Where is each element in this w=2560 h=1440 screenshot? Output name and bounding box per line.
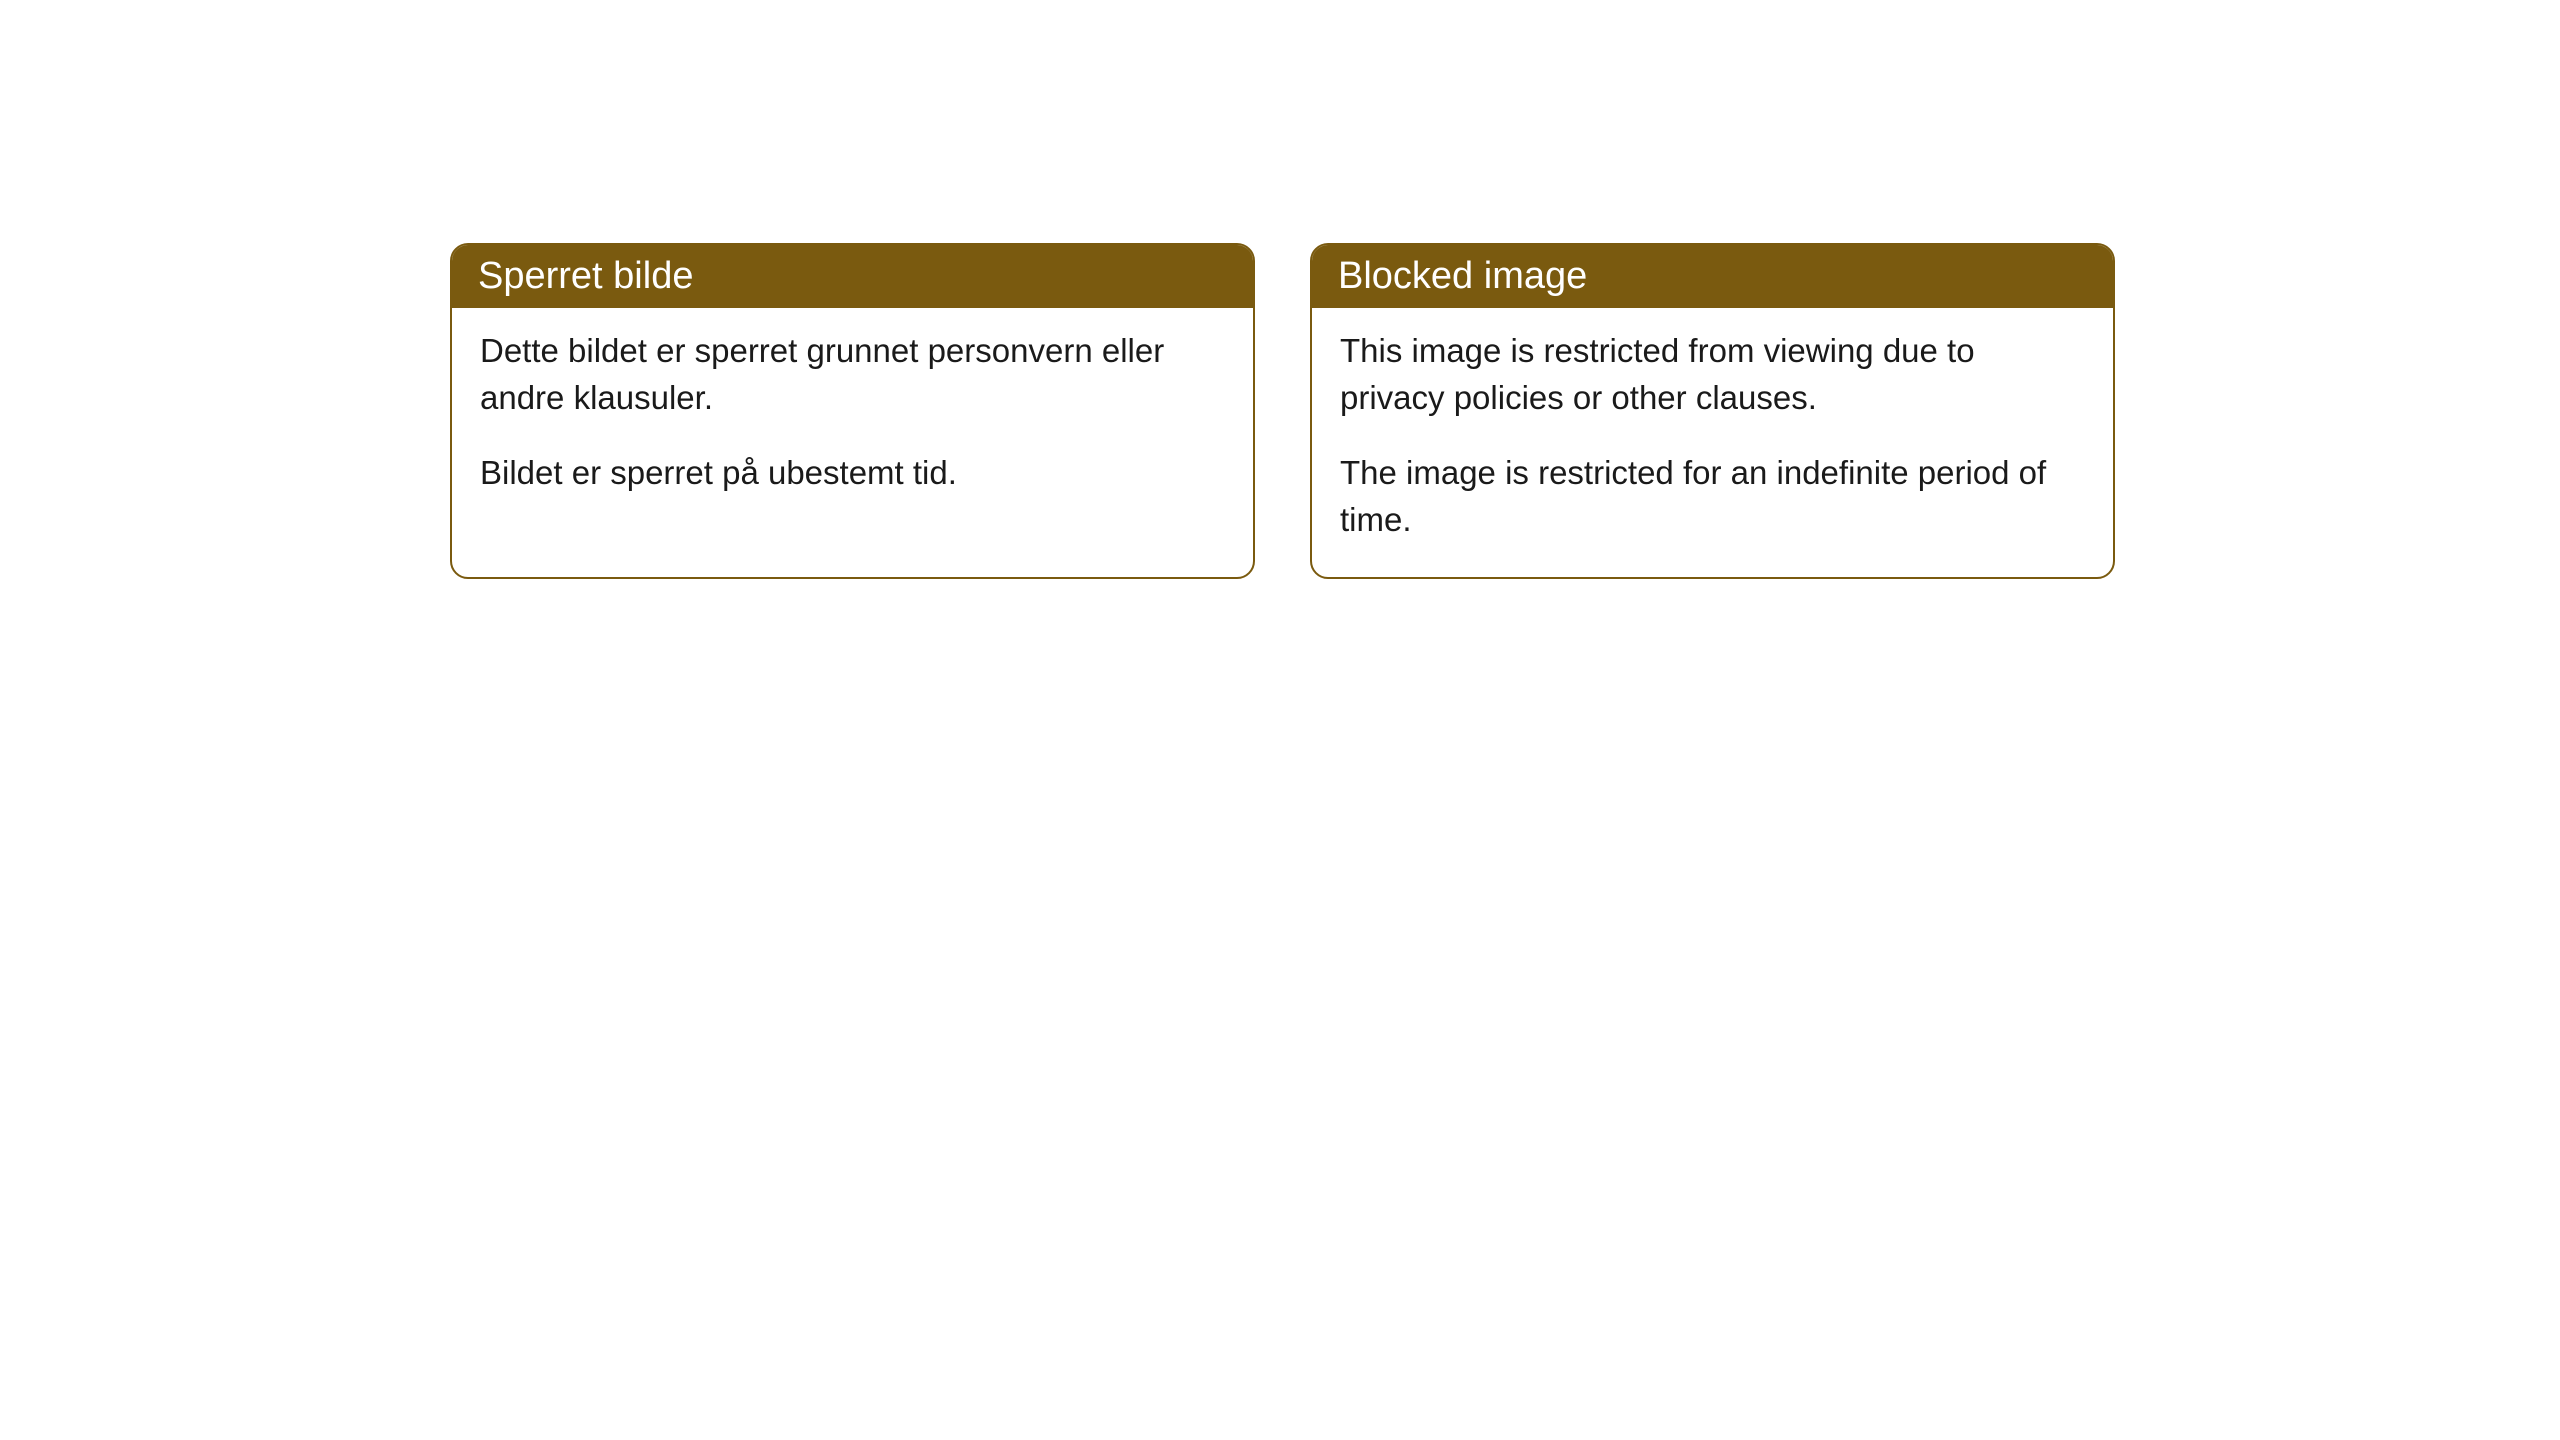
card-body-english: This image is restricted from viewing du… bbox=[1312, 308, 2113, 577]
notice-container: Sperret bilde Dette bildet er sperret gr… bbox=[0, 0, 2560, 579]
notice-card-norwegian: Sperret bilde Dette bildet er sperret gr… bbox=[450, 243, 1255, 579]
card-header-norwegian: Sperret bilde bbox=[452, 245, 1253, 308]
card-paragraph: Dette bildet er sperret grunnet personve… bbox=[480, 328, 1225, 422]
card-body-norwegian: Dette bildet er sperret grunnet personve… bbox=[452, 308, 1253, 531]
card-header-english: Blocked image bbox=[1312, 245, 2113, 308]
card-paragraph: This image is restricted from viewing du… bbox=[1340, 328, 2085, 422]
card-paragraph: The image is restricted for an indefinit… bbox=[1340, 450, 2085, 544]
notice-card-english: Blocked image This image is restricted f… bbox=[1310, 243, 2115, 579]
card-paragraph: Bildet er sperret på ubestemt tid. bbox=[480, 450, 1225, 497]
card-title: Blocked image bbox=[1338, 255, 1587, 297]
card-title: Sperret bilde bbox=[478, 255, 693, 297]
